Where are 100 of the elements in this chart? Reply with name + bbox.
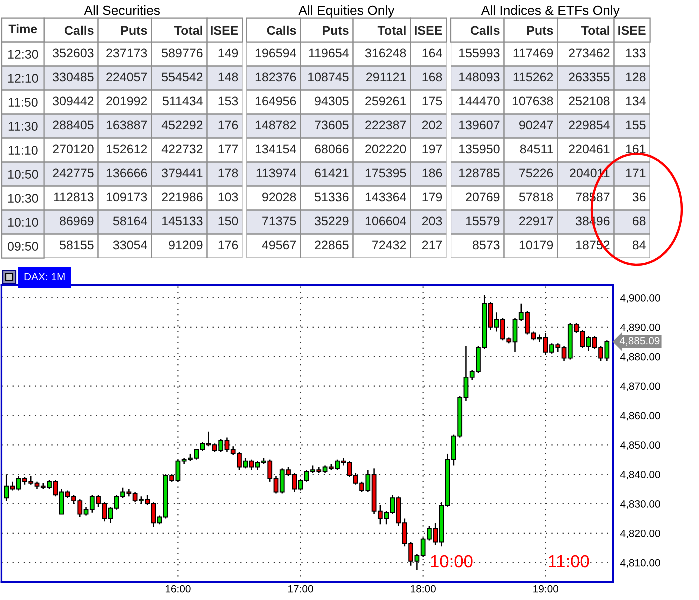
data-label: 68066 <box>315 144 349 154</box>
data-label: 84 <box>632 240 646 250</box>
data-label: 128785 <box>460 168 500 178</box>
data-label: 150 <box>218 216 238 226</box>
data-label: 119654 <box>309 48 349 58</box>
data-label: 58164 <box>113 216 148 226</box>
y-tick-label: 4,870.00 <box>620 382 660 392</box>
data-label: 352603 <box>53 48 94 58</box>
data-label: 68 <box>633 216 646 226</box>
data-label: 117469 <box>514 48 554 58</box>
data-label: 589776 <box>162 48 203 58</box>
y-tick-label: 10:10 <box>8 218 38 227</box>
data-label: 92028 <box>262 192 296 202</box>
data-label: 178 <box>218 168 238 178</box>
y-tick-label: 10:30 <box>8 194 38 203</box>
y-tick-label: 11:10 <box>8 146 38 155</box>
data-label: 155993 <box>460 48 500 58</box>
data-label: 148093 <box>460 72 500 82</box>
data-label: 163887 <box>106 120 148 130</box>
x-tick-label: ISEE <box>618 26 646 36</box>
data-label: 186 <box>422 168 442 178</box>
chart-title: DAX: 1M <box>24 273 65 280</box>
data-label: 36 <box>632 192 646 202</box>
data-label: 22917 <box>520 216 554 226</box>
data-label: 203 <box>422 216 442 226</box>
data-label: 109173 <box>106 192 148 202</box>
data-label: 452292 <box>162 120 203 130</box>
data-label: 263355 <box>569 72 610 82</box>
data-label: 164956 <box>256 96 296 106</box>
data-label: 422732 <box>162 144 203 154</box>
data-label: 153 <box>218 96 238 106</box>
data-label: 107638 <box>512 96 554 106</box>
x-tick-label: 16:00 <box>166 585 191 593</box>
y-tick-label: 09:50 <box>8 242 38 251</box>
y-tick-label: 4,900.00 <box>620 294 660 304</box>
y-tick-label: 4,880.00 <box>620 353 660 362</box>
data-label: 288405 <box>53 120 94 130</box>
data-label: 136666 <box>106 168 148 178</box>
data-label: 168 <box>422 72 442 82</box>
data-label: 222387 <box>366 120 406 130</box>
data-label: 202 <box>422 120 442 130</box>
data-label: 112813 <box>54 192 94 202</box>
x-tick-label: ISEE <box>211 26 238 36</box>
data-label: 270120 <box>53 144 94 154</box>
data-label: 94305 <box>315 96 349 106</box>
data-label: 103 <box>218 192 238 202</box>
data-label: 10179 <box>520 240 554 250</box>
x-tick-label: Calls <box>64 26 94 36</box>
data-label: 171 <box>626 168 646 178</box>
data-label: 316248 <box>365 48 406 58</box>
data-label: 220461 <box>569 144 610 154</box>
chart-title: All Securities <box>84 6 160 16</box>
x-tick-label: ISEE <box>415 26 442 36</box>
data-label: 511434 <box>163 96 203 106</box>
data-label: 291121 <box>366 72 406 82</box>
data-label: 75226 <box>520 168 554 178</box>
data-label: 148782 <box>256 120 296 130</box>
data-label: 175395 <box>366 168 406 178</box>
data-label: 201992 <box>106 96 148 106</box>
x-tick-label: 18:00 <box>411 585 436 593</box>
annotation: 4,885.09 <box>620 337 660 346</box>
x-tick-label: Calls <box>267 26 296 36</box>
annotation: 10:00 <box>431 555 473 568</box>
data-label: 58155 <box>60 240 94 250</box>
data-label: 134154 <box>256 144 296 154</box>
data-label: 145133 <box>162 216 203 226</box>
data-label: 224057 <box>106 72 148 82</box>
data-label: 33054 <box>113 240 148 250</box>
y-tick-label: 4,820.00 <box>620 530 660 539</box>
data-label: 8573 <box>473 240 500 250</box>
data-label: 330485 <box>53 72 94 82</box>
x-tick-label: 17:00 <box>288 585 314 593</box>
data-label: 71375 <box>262 216 296 226</box>
data-label: 182376 <box>256 72 296 82</box>
data-label: 108745 <box>308 72 349 82</box>
data-label: 259261 <box>366 96 406 106</box>
data-label: 49567 <box>262 240 296 250</box>
data-label: 139607 <box>460 120 500 130</box>
y-tick-label: 4,860.00 <box>620 412 660 421</box>
data-label: 133 <box>626 48 646 58</box>
data-label: 113974 <box>256 168 296 178</box>
data-label: 51336 <box>315 192 349 202</box>
y-tick-label: 11:30 <box>8 122 38 131</box>
data-label: 15579 <box>466 216 500 226</box>
data-label: 161 <box>626 144 646 154</box>
data-label: 22865 <box>315 240 349 250</box>
data-label: 57818 <box>519 192 554 202</box>
x-tick-label: Total <box>174 26 202 36</box>
data-label: 197 <box>422 144 442 154</box>
data-label: 20769 <box>466 192 500 202</box>
x-tick-label: Puts <box>527 26 554 36</box>
y-tick-label: 4,850.00 <box>620 442 660 450</box>
data-label: 155 <box>626 120 646 130</box>
x-tick-label: 19:00 <box>534 585 559 593</box>
y-tick-label: 11:50 <box>8 98 38 107</box>
data-label: 176 <box>218 240 238 250</box>
data-label: 61421 <box>315 168 349 178</box>
data-label: 175 <box>422 96 442 106</box>
y-tick-label: 4,810.00 <box>620 559 660 568</box>
data-label: 309442 <box>53 96 94 106</box>
